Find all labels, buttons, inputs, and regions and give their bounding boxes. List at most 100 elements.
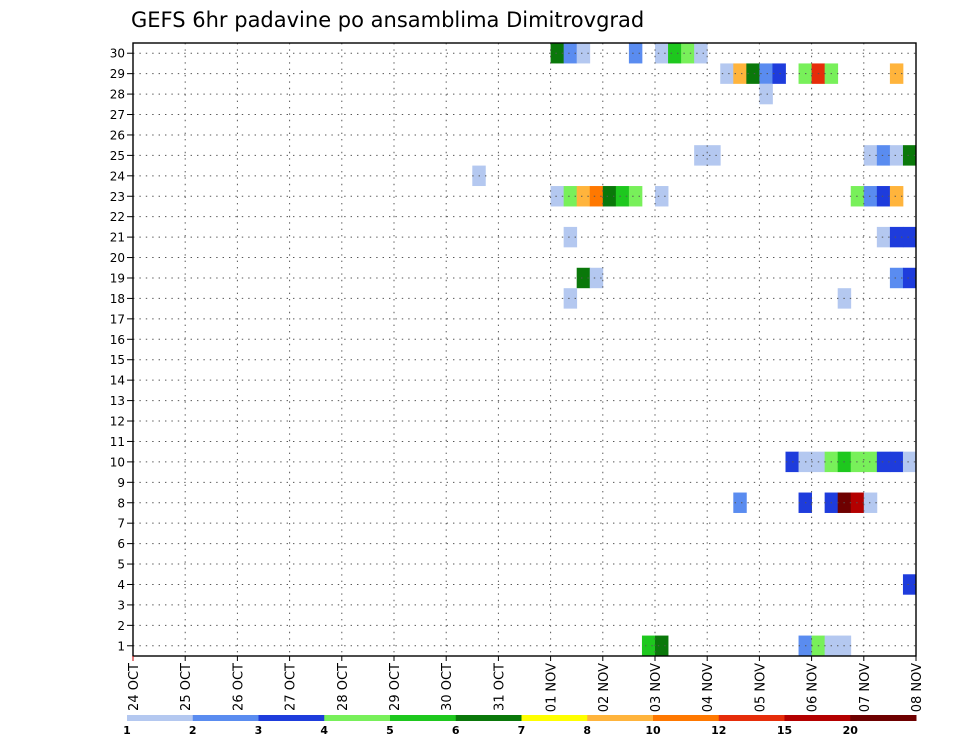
- heatmap-cell: [863, 492, 878, 513]
- y-axis: 1234567891011121314151617181920212223242…: [110, 47, 133, 653]
- y-tick-label: 19: [110, 271, 125, 285]
- heatmap-cell: [550, 186, 565, 207]
- y-tick-label: 11: [110, 435, 125, 449]
- x-tick-label: 05 NOV: [753, 663, 768, 712]
- x-tick-label: 03 NOV: [649, 663, 664, 712]
- heatmap-cell: [733, 63, 747, 84]
- y-tick-label: 29: [110, 67, 125, 81]
- y-tick-label: 9: [117, 476, 125, 490]
- y-tick-label: 7: [117, 517, 125, 531]
- y-tick-label: 22: [110, 210, 125, 224]
- colorbar-swatch: [455, 715, 522, 721]
- colorbar-swatch: [390, 715, 457, 721]
- colorbar-label: 1: [123, 724, 131, 737]
- y-tick-label: 14: [110, 374, 125, 388]
- heatmap-cell: [876, 145, 891, 166]
- colorbar-label: 7: [518, 724, 526, 737]
- heatmap-cell: [759, 83, 773, 105]
- colorbar-swatch: [784, 715, 851, 721]
- x-tick-label: 28 OCT: [336, 663, 351, 711]
- plot-frame: [132, 42, 917, 657]
- y-tick-label: 27: [110, 108, 125, 122]
- colorbar-swatch: [192, 715, 259, 721]
- heatmap-cell: [681, 43, 695, 64]
- y-tick-label: 30: [110, 47, 125, 61]
- y-tick-label: 8: [117, 496, 125, 510]
- heatmap-cell: [628, 186, 643, 207]
- heatmap-cell: [641, 635, 656, 656]
- heatmap-cell: [576, 267, 591, 289]
- heatmap-cell: [694, 43, 708, 64]
- colorbar-swatch: [258, 715, 325, 721]
- heatmap-cell: [733, 492, 747, 513]
- heatmap-cell: [720, 63, 734, 84]
- x-tick-label: 30 OCT: [440, 663, 455, 711]
- x-tick-label: 08 NOV: [910, 663, 925, 712]
- heatmap-cell: [902, 451, 917, 473]
- y-tick-label: 26: [110, 128, 125, 142]
- colorbar-label: 8: [583, 724, 591, 737]
- heatmap-cell: [563, 43, 578, 64]
- heatmap-cell: [863, 145, 878, 166]
- heatmap-cell: [655, 635, 669, 656]
- heatmap-cell: [615, 186, 630, 207]
- colorbar-label: 12: [711, 724, 726, 737]
- colorbar-label: 4: [320, 724, 328, 737]
- heatmap-cell: [563, 226, 578, 248]
- heatmap-cell: [889, 186, 904, 207]
- y-tick-label: 18: [110, 292, 125, 306]
- heatmap-cells: [472, 43, 917, 656]
- heatmap-cell: [889, 451, 904, 473]
- x-tick-label: 27 OCT: [284, 663, 299, 711]
- x-tick-label: 07 NOV: [858, 663, 873, 712]
- y-tick-label: 4: [117, 578, 125, 592]
- heatmap-cell: [589, 186, 604, 207]
- colorbar-swatch: [324, 715, 391, 721]
- heatmap-cell: [876, 451, 891, 473]
- heatmap-cell: [707, 145, 721, 166]
- y-tick-label: 5: [117, 558, 125, 572]
- y-tick-label: 3: [117, 598, 125, 612]
- heatmap-cell: [668, 43, 682, 64]
- heatmap-cell: [746, 63, 760, 84]
- colorbar-label: 20: [843, 724, 859, 737]
- y-tick-label: 2: [117, 619, 125, 633]
- y-tick-label: 21: [110, 231, 125, 245]
- x-tick-label: 24 OCT: [127, 663, 142, 711]
- y-tick-label: 12: [110, 415, 125, 429]
- colorbar-swatch: [850, 715, 917, 721]
- colorbar-label: 15: [777, 724, 792, 737]
- x-tick-label: 01 NOV: [545, 663, 560, 712]
- y-tick-label: 10: [110, 455, 125, 469]
- heatmap-cell: [576, 43, 591, 64]
- x-tick-label: 26 OCT: [231, 663, 246, 711]
- heatmap-cell: [889, 145, 904, 166]
- colorbar-label: 10: [645, 724, 661, 737]
- heatmap-cell: [889, 226, 904, 248]
- colorbar-swatch: [587, 715, 654, 721]
- heatmap-cell: [550, 43, 565, 64]
- colorbar: 1 2 3 4 5 6 7 8 10 12 15 20: [123, 715, 917, 737]
- heatmap-cell: [863, 451, 878, 473]
- colorbar-swatch: [521, 715, 588, 721]
- grid-lines: [133, 43, 916, 656]
- heatmap-cell: [655, 43, 669, 64]
- x-tick-label: 06 NOV: [806, 663, 821, 712]
- y-tick-label: 16: [110, 333, 125, 347]
- heatmap-cell: [902, 574, 917, 595]
- colorbar-label: 3: [255, 724, 263, 737]
- y-tick-label: 1: [117, 639, 125, 653]
- x-tick-label: 31 OCT: [492, 663, 507, 711]
- x-tick-label: 29 OCT: [388, 663, 403, 711]
- heatmap-cell: [576, 186, 591, 207]
- heatmap-cell: [602, 186, 617, 207]
- heatmap-cell: [563, 288, 578, 309]
- heatmap-cell: [902, 267, 917, 289]
- colorbar-label: 2: [189, 724, 197, 737]
- colorbar-label: 5: [386, 724, 394, 737]
- heatmap-cell: [889, 267, 904, 289]
- y-tick-label: 24: [110, 169, 125, 183]
- y-tick-label: 23: [110, 190, 125, 204]
- heatmap-cell: [772, 63, 786, 84]
